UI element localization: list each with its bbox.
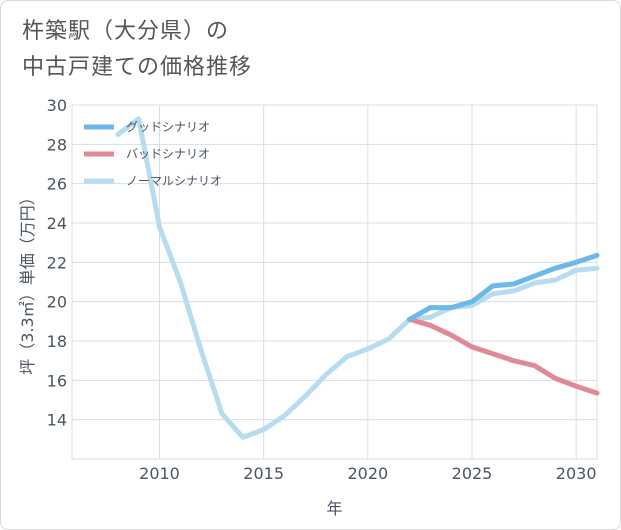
tick-labels: 2010 2015 2020 2025 2030 14 16 18 20 22 24 26 28 30	[47, 96, 597, 483]
x-tick-label: 2025	[452, 464, 493, 483]
y-tick-label: 14	[47, 411, 67, 430]
y-tick-label: 20	[47, 293, 67, 312]
x-tick-label: 2020	[347, 464, 388, 483]
chart-title-line2: 中古戸建ての価格推移	[22, 55, 253, 80]
y-tick-label: 26	[47, 175, 67, 194]
legend-label: グッドシナリオ	[126, 120, 210, 134]
x-tick-label: 2010	[139, 464, 180, 483]
y-axis-title: 坪（3.3㎡）単価（万円）	[18, 189, 37, 374]
x-tick-label: 2015	[243, 464, 284, 483]
series-layer	[115, 116, 600, 440]
chart-title: 杵築駅（大分県）の 中古戸建ての価格推移	[22, 14, 252, 86]
y-tick-label: 24	[47, 214, 67, 233]
x-tick-label: 2030	[556, 464, 597, 483]
y-tick-label: 28	[47, 135, 67, 154]
y-tick-label: 16	[47, 371, 67, 390]
series-line-2	[115, 116, 600, 440]
legend-label: バッドシナリオ	[126, 147, 210, 161]
y-tick-label: 22	[47, 253, 67, 272]
x-axis-title: 年	[326, 499, 342, 518]
y-tick-label: 30	[47, 96, 67, 115]
series-line-1	[407, 316, 600, 396]
series-line-0	[407, 252, 600, 322]
legend-label: ノーマルシナリオ	[126, 174, 222, 188]
y-tick-label: 18	[47, 332, 67, 351]
chart-title-line1: 杵築駅（大分県）の	[22, 19, 230, 44]
